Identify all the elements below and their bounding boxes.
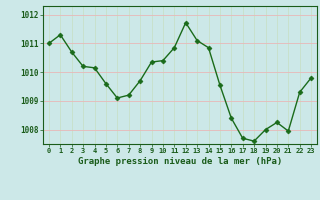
X-axis label: Graphe pression niveau de la mer (hPa): Graphe pression niveau de la mer (hPa) (78, 157, 282, 166)
